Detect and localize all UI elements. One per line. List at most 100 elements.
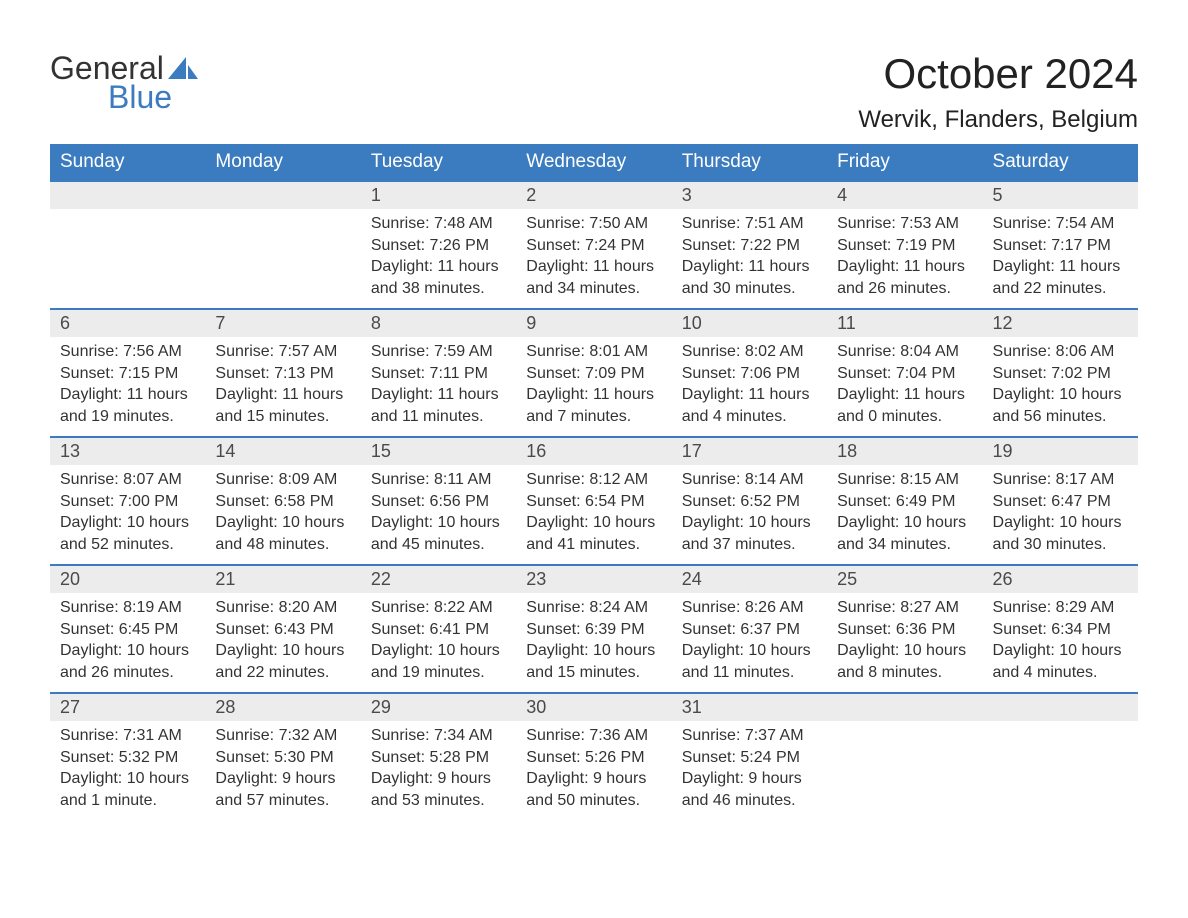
calendar-week-row: 20Sunrise: 8:19 AMSunset: 6:45 PMDayligh… xyxy=(50,565,1138,693)
sunset-text: Sunset: 5:26 PM xyxy=(526,747,661,769)
calendar-cell: 16Sunrise: 8:12 AMSunset: 6:54 PMDayligh… xyxy=(516,437,671,565)
sunset-text: Sunset: 6:41 PM xyxy=(371,619,506,641)
calendar-cell: 20Sunrise: 8:19 AMSunset: 6:45 PMDayligh… xyxy=(50,565,205,693)
day-number: 15 xyxy=(361,438,516,465)
sunrise-text: Sunrise: 8:01 AM xyxy=(526,341,661,363)
daylight-line1: Daylight: 11 hours xyxy=(526,256,661,278)
sunrise-text: Sunrise: 8:22 AM xyxy=(371,597,506,619)
calendar-cell: 18Sunrise: 8:15 AMSunset: 6:49 PMDayligh… xyxy=(827,437,982,565)
calendar-cell: 5Sunrise: 7:54 AMSunset: 7:17 PMDaylight… xyxy=(983,181,1138,309)
daylight-line2: and 46 minutes. xyxy=(682,790,817,812)
day-body: Sunrise: 8:26 AMSunset: 6:37 PMDaylight:… xyxy=(672,593,827,689)
sunrise-text: Sunrise: 8:17 AM xyxy=(993,469,1128,491)
day-body: Sunrise: 8:04 AMSunset: 7:04 PMDaylight:… xyxy=(827,337,982,433)
calendar-cell: 14Sunrise: 8:09 AMSunset: 6:58 PMDayligh… xyxy=(205,437,360,565)
calendar-cell: 7 Sunrise: 7:57 AMSunset: 7:13 PMDaylight… xyxy=(205,309,360,437)
daylight-line1: Daylight: 11 hours xyxy=(60,384,195,406)
calendar-cell: 31Sunrise: 7:37 AMSunset: 5:24 PMDayligh… xyxy=(672,693,827,821)
sunrise-text: Sunrise: 8:06 AM xyxy=(993,341,1128,363)
calendar-cell: 28Sunrise: 7:32 AMSunset: 5:30 PMDayligh… xyxy=(205,693,360,821)
day-number: 17 xyxy=(672,438,827,465)
day-number: 3 xyxy=(672,182,827,209)
calendar-cell: 15Sunrise: 8:11 AMSunset: 6:56 PMDayligh… xyxy=(361,437,516,565)
sunset-text: Sunset: 7:02 PM xyxy=(993,363,1128,385)
calendar-cell: 12Sunrise: 8:06 AMSunset: 7:02 PMDayligh… xyxy=(983,309,1138,437)
title-block: October 2024 Wervik, Flanders, Belgium xyxy=(858,50,1138,134)
daylight-line2: and 50 minutes. xyxy=(526,790,661,812)
sunset-text: Sunset: 5:30 PM xyxy=(215,747,350,769)
day-body: Sunrise: 8:17 AMSunset: 6:47 PMDaylight:… xyxy=(983,465,1138,561)
daylight-line2: and 56 minutes. xyxy=(993,406,1128,428)
day-number-empty xyxy=(983,694,1138,721)
calendar-cell xyxy=(50,181,205,309)
sunset-text: Sunset: 5:24 PM xyxy=(682,747,817,769)
day-number: 28 xyxy=(205,694,360,721)
sunset-text: Sunset: 7:17 PM xyxy=(993,235,1128,257)
daylight-line2: and 19 minutes. xyxy=(371,662,506,684)
day-number: 18 xyxy=(827,438,982,465)
day-body: Sunrise: 7:53 AMSunset: 7:19 PMDaylight:… xyxy=(827,209,982,305)
calendar-cell xyxy=(827,693,982,821)
calendar-cell: 4Sunrise: 7:53 AMSunset: 7:19 PMDaylight… xyxy=(827,181,982,309)
sunrise-text: Sunrise: 8:24 AM xyxy=(526,597,661,619)
daylight-line2: and 26 minutes. xyxy=(60,662,195,684)
day-body: Sunrise: 7:37 AMSunset: 5:24 PMDaylight:… xyxy=(672,721,827,817)
sunset-text: Sunset: 6:36 PM xyxy=(837,619,972,641)
sunset-text: Sunset: 7:13 PM xyxy=(215,363,350,385)
daylight-line1: Daylight: 10 hours xyxy=(993,512,1128,534)
daylight-line2: and 4 minutes. xyxy=(682,406,817,428)
sunrise-text: Sunrise: 7:51 AM xyxy=(682,213,817,235)
daylight-line2: and 4 minutes. xyxy=(993,662,1128,684)
daylight-line2: and 57 minutes. xyxy=(215,790,350,812)
sunset-text: Sunset: 6:49 PM xyxy=(837,491,972,513)
sunrise-text: Sunrise: 8:12 AM xyxy=(526,469,661,491)
daylight-line1: Daylight: 11 hours xyxy=(682,384,817,406)
sunrise-text: Sunrise: 7:57 AM xyxy=(215,341,350,363)
daylight-line1: Daylight: 11 hours xyxy=(371,384,506,406)
sunset-text: Sunset: 6:54 PM xyxy=(526,491,661,513)
daylight-line1: Daylight: 11 hours xyxy=(215,384,350,406)
sunrise-text: Sunrise: 8:02 AM xyxy=(682,341,817,363)
daylight-line2: and 48 minutes. xyxy=(215,534,350,556)
sunset-text: Sunset: 7:22 PM xyxy=(682,235,817,257)
calendar-cell: 1Sunrise: 7:48 AMSunset: 7:26 PMDaylight… xyxy=(361,181,516,309)
day-number: 12 xyxy=(983,310,1138,337)
day-body: Sunrise: 7:36 AMSunset: 5:26 PMDaylight:… xyxy=(516,721,671,817)
sunset-text: Sunset: 5:28 PM xyxy=(371,747,506,769)
sunrise-text: Sunrise: 7:54 AM xyxy=(993,213,1128,235)
sunrise-text: Sunrise: 8:09 AM xyxy=(215,469,350,491)
calendar-week-row: 13Sunrise: 8:07 AMSunset: 7:00 PMDayligh… xyxy=(50,437,1138,565)
daylight-line1: Daylight: 11 hours xyxy=(837,256,972,278)
day-number: 6 xyxy=(50,310,205,337)
sunrise-text: Sunrise: 7:56 AM xyxy=(60,341,195,363)
calendar-cell: 6 Sunrise: 7:56 AMSunset: 7:15 PMDaylight… xyxy=(50,309,205,437)
sunrise-text: Sunrise: 7:50 AM xyxy=(526,213,661,235)
daylight-line1: Daylight: 11 hours xyxy=(837,384,972,406)
daylight-line2: and 19 minutes. xyxy=(60,406,195,428)
daylight-line2: and 15 minutes. xyxy=(215,406,350,428)
calendar-cell: 24Sunrise: 8:26 AMSunset: 6:37 PMDayligh… xyxy=(672,565,827,693)
sunset-text: Sunset: 7:06 PM xyxy=(682,363,817,385)
calendar-header-row: Sunday Monday Tuesday Wednesday Thursday… xyxy=(50,144,1138,181)
sunrise-text: Sunrise: 8:20 AM xyxy=(215,597,350,619)
calendar-cell: 21Sunrise: 8:20 AMSunset: 6:43 PMDayligh… xyxy=(205,565,360,693)
day-number: 26 xyxy=(983,566,1138,593)
day-body: Sunrise: 7:54 AMSunset: 7:17 PMDaylight:… xyxy=(983,209,1138,305)
day-body: Sunrise: 7:32 AMSunset: 5:30 PMDaylight:… xyxy=(205,721,360,817)
day-body: Sunrise: 7:59 AMSunset: 7:11 PMDaylight:… xyxy=(361,337,516,433)
day-number: 2 xyxy=(516,182,671,209)
daylight-line2: and 30 minutes. xyxy=(993,534,1128,556)
daylight-line1: Daylight: 10 hours xyxy=(526,640,661,662)
day-number: 7 xyxy=(205,310,360,337)
sunset-text: Sunset: 7:24 PM xyxy=(526,235,661,257)
sunset-text: Sunset: 7:15 PM xyxy=(60,363,195,385)
calendar-cell: 27Sunrise: 7:31 AMSunset: 5:32 PMDayligh… xyxy=(50,693,205,821)
day-body: Sunrise: 8:11 AMSunset: 6:56 PMDaylight:… xyxy=(361,465,516,561)
day-number: 24 xyxy=(672,566,827,593)
day-body: Sunrise: 7:34 AMSunset: 5:28 PMDaylight:… xyxy=(361,721,516,817)
daylight-line2: and 37 minutes. xyxy=(682,534,817,556)
dow-wednesday: Wednesday xyxy=(516,144,671,181)
sunset-text: Sunset: 7:19 PM xyxy=(837,235,972,257)
day-number-empty xyxy=(50,182,205,209)
sunset-text: Sunset: 7:09 PM xyxy=(526,363,661,385)
